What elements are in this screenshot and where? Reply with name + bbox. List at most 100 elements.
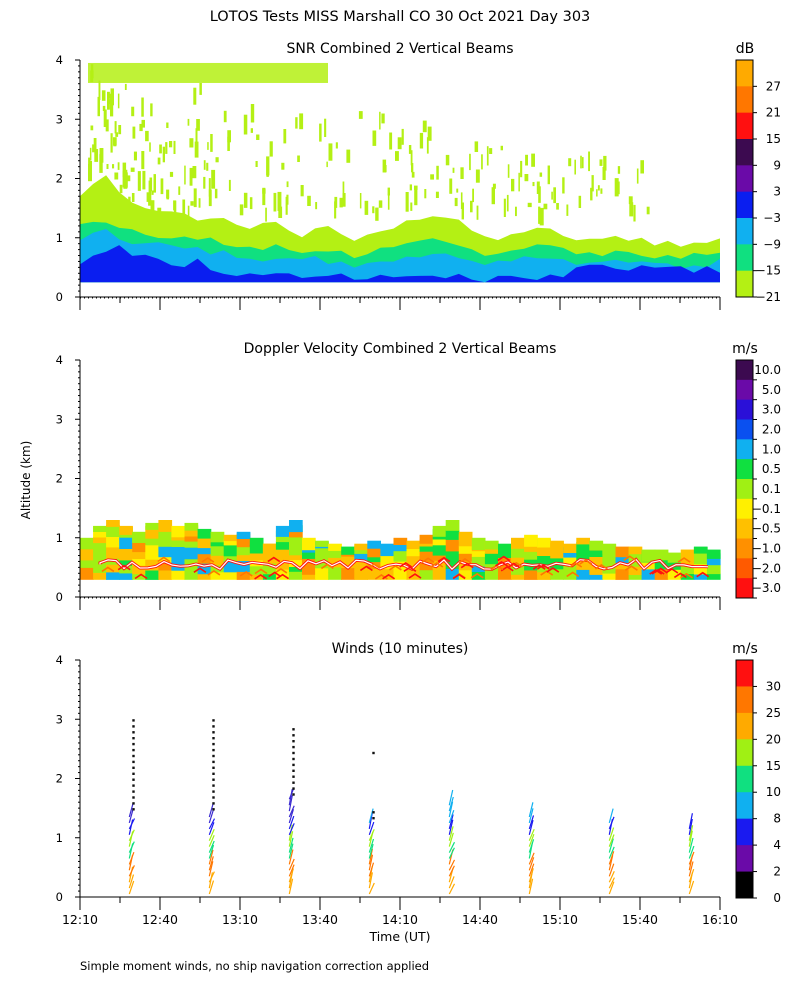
doppler-cell: [354, 559, 368, 573]
snr-upper-echo: [346, 149, 351, 163]
doppler-cell: [524, 551, 538, 560]
snr-upper-echo: [539, 207, 544, 226]
doppler-cell: [563, 573, 577, 580]
x-tick-label: 14:40: [462, 912, 498, 927]
wind-missing-marker: [292, 775, 295, 778]
doppler-chevron: [193, 567, 207, 573]
y-tick-label: 0: [56, 290, 63, 304]
doppler-cell: [511, 574, 525, 580]
colorbar-swatch: [736, 439, 753, 460]
wind-barb: [288, 849, 294, 865]
snr-upper-echo: [141, 97, 144, 117]
doppler-cell: [667, 569, 682, 580]
snr-upper-echo: [397, 137, 402, 150]
doppler-cell: [602, 573, 617, 580]
snr-upper-echo: [187, 118, 190, 126]
colorbar-swatch: [736, 112, 753, 140]
doppler-cell: [249, 565, 264, 575]
snr-upper-echo: [255, 161, 258, 167]
snr-upper-echo: [299, 113, 304, 130]
wind-barb: [208, 871, 215, 883]
wind-barb: [208, 818, 216, 830]
colorbar-label: 30: [766, 679, 781, 693]
colorbar-swatch: [736, 191, 753, 219]
doppler-cell: [93, 572, 107, 580]
colorbar-swatch: [736, 399, 753, 420]
snr-upper-echo: [273, 192, 277, 212]
snr-upper-echo: [599, 159, 603, 166]
doppler-cell: [106, 531, 120, 537]
wind-barb: [608, 877, 615, 889]
snr-upper-echo: [603, 155, 607, 171]
colorbar-swatch: [736, 498, 753, 520]
doppler-cell: [275, 549, 290, 560]
doppler-cell: [432, 567, 447, 580]
wind-missing-marker: [212, 766, 215, 769]
wind-missing-marker: [132, 766, 135, 769]
doppler-cell: [106, 520, 120, 527]
doppler-colorbar-unit: m/s: [732, 341, 758, 357]
doppler-cell: [706, 564, 721, 575]
doppler-cell: [471, 550, 486, 557]
doppler-cell: [576, 553, 590, 561]
doppler-chevron: [460, 562, 474, 569]
colorbar-label: 21: [766, 106, 781, 120]
wind-barb: [288, 843, 294, 859]
doppler-cell: [171, 525, 186, 538]
doppler-cell: [550, 549, 564, 559]
snr-upper-echo: [89, 204, 92, 222]
wind-missing-marker: [292, 769, 295, 772]
doppler-cell: [289, 559, 303, 567]
snr-upper-echo: [119, 184, 123, 194]
y-tick-label: 4: [56, 53, 63, 67]
wind-missing-marker: [212, 725, 215, 728]
snr-upper-echo: [405, 192, 409, 212]
colorbar-label: 15: [766, 759, 781, 773]
doppler-cell: [615, 554, 630, 564]
snr-upper-echo: [178, 186, 181, 195]
doppler-cell: [106, 564, 120, 573]
doppler-chevron: [594, 563, 608, 570]
snr-upper-echo: [278, 206, 283, 218]
wind-barb: [288, 858, 295, 871]
wind-barb: [528, 819, 534, 835]
doppler-cell: [132, 565, 146, 575]
snr-upper-echo: [414, 185, 418, 190]
colorbar-swatch: [736, 60, 753, 87]
colorbar-swatch: [736, 165, 753, 193]
doppler-cell: [393, 540, 408, 552]
colorbar-label: −2.0: [752, 561, 781, 575]
wind-missing-marker: [132, 748, 135, 752]
x-tick-label: 13:10: [222, 912, 258, 927]
snr-upper-echo: [524, 174, 529, 182]
wind-missing-marker: [212, 802, 215, 805]
wind-barb: [128, 819, 134, 835]
colorbar-label: 3.0: [762, 403, 781, 417]
doppler-cell: [145, 569, 159, 580]
doppler-cell: [524, 534, 538, 547]
snr-upper-echo: [123, 169, 128, 189]
snr-upper-echo: [94, 149, 99, 162]
wind-barb: [608, 834, 615, 847]
doppler-cell: [602, 543, 617, 554]
wind-missing-marker: [132, 731, 135, 734]
doppler-cell: [367, 547, 381, 558]
colorbar-label: 8: [773, 812, 781, 826]
winds-plot-area: [128, 719, 695, 895]
doppler-cell: [354, 543, 368, 551]
snr-upper-echo: [328, 143, 333, 161]
snr-upper-echo: [307, 195, 311, 206]
snr-upper-echo: [503, 198, 506, 217]
colorbar-label: −3.0: [752, 581, 781, 595]
snr-upper-echo: [286, 194, 289, 205]
wind-barb: [288, 864, 295, 877]
doppler-cell: [406, 555, 421, 565]
colorbar-swatch: [736, 818, 753, 846]
snr-upper-echo: [342, 181, 345, 194]
wind-barb: [368, 829, 375, 841]
snr-upper-echo: [646, 206, 650, 215]
doppler-chevron: [254, 568, 268, 575]
snr-upper-echo: [335, 142, 338, 149]
doppler-cell: [184, 558, 199, 569]
doppler-cell: [511, 557, 525, 564]
